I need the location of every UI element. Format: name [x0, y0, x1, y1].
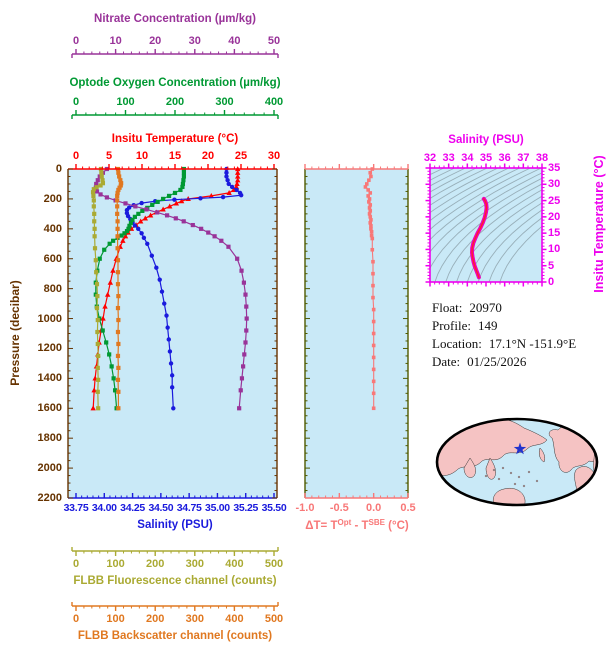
pressure-tick-label: 800: [43, 282, 62, 295]
backscatter-tick-label: 500: [264, 613, 284, 625]
oxygen-tick-label: 0: [72, 96, 80, 108]
nitrate-tick-label: 30: [188, 35, 201, 47]
backscatter-axis-title: FLBB Backscatter channel (counts): [77, 630, 273, 642]
nitrate-tick-label: 40: [228, 35, 241, 47]
fluorescence-axis-title: FLBB Fluorescence channel (counts): [73, 575, 277, 587]
ts-salinity-axis-title: Salinity (PSU): [448, 134, 524, 146]
meta-profile: Profile: 149: [432, 318, 498, 334]
salinity-tick-label: 34.75: [176, 502, 202, 514]
meta-float-label: Float:: [432, 300, 463, 315]
fluorescence-tick-label: 100: [106, 558, 125, 570]
ts-salinity-tick-label: 37: [517, 152, 530, 164]
salinity-tick-label: 34.25: [120, 502, 145, 514]
pressure-tick-label: 600: [43, 252, 62, 265]
ts-temperature-tick-label: 0: [548, 276, 555, 288]
temperature-axis-title: Insitu Temperature (°C): [111, 133, 239, 145]
backscatter-tick-label: 0: [72, 613, 80, 625]
meta-date-label: Date:: [432, 354, 461, 369]
oxygen-tick-label: 300: [215, 96, 234, 108]
salinity-axis-title: Salinity (PSU): [137, 519, 213, 531]
meta-date-value: 01/25/2026: [467, 354, 527, 369]
meta-profile-label: Profile:: [432, 318, 471, 333]
temperature-tick-label: 25: [234, 150, 248, 162]
temperature-tick-label: 5: [105, 150, 113, 162]
fluorescence-tick-label: 0: [72, 558, 80, 570]
ts-salinity-tick-label: 33: [442, 152, 455, 164]
pressure-tick-label: 1200: [37, 342, 62, 355]
meta-float-value: 20970: [469, 300, 502, 315]
ts-temperature-axis-title: Insitu Temperature (°C): [592, 155, 606, 293]
fluorescence-tick-label: 300: [185, 558, 204, 570]
temperature-tick-label: 15: [168, 150, 182, 162]
delta-t-title-pre: ΔT= T: [305, 520, 338, 532]
salinity-tick-label: 35.00: [205, 502, 230, 514]
backscatter-tick-label: 100: [106, 613, 125, 625]
delta-t-tick-label: -1.0: [295, 502, 315, 514]
pressure-tick-label: 1400: [37, 372, 62, 385]
meta-location: Location: 17.1°N -151.9°E: [432, 336, 576, 352]
temperature-tick-label: 20: [201, 150, 215, 162]
delta-t-title-sup-sbe: SBE: [368, 518, 385, 527]
salinity-tick-label: 33.75: [63, 502, 89, 514]
backscatter-tick-label: 300: [185, 613, 204, 625]
delta-t-title-sup-opt: Opt: [337, 518, 352, 527]
salinity-tick-label: 34.00: [91, 502, 117, 514]
ts-temperature-tick-label: 30: [548, 178, 561, 191]
pressure-tick-label: 400: [43, 222, 62, 235]
salinity-tick-label: 35.25: [233, 502, 259, 514]
pressure-tick-label: 2200: [37, 492, 62, 504]
ts-salinity-tick-label: 32: [423, 152, 437, 164]
ts-temperature-tick-label: 20: [548, 210, 561, 223]
ts-temperature-tick-label: 25: [548, 194, 561, 207]
oxygen-tick-label: 100: [116, 96, 135, 108]
nitrate-tick-label: 0: [72, 35, 80, 47]
ts-salinity-tick-label: 36: [498, 152, 511, 164]
meta-location-label: Location:: [432, 336, 482, 351]
ts-temperature-tick-label: 15: [548, 227, 561, 240]
oxygen-tick-label: 200: [165, 96, 185, 108]
nitrate-axis-title: Nitrate Concentration (µm/kg): [94, 13, 256, 25]
meta-location-value: 17.1°N -151.9°E: [488, 336, 577, 351]
delta-t-title-post: (°C): [384, 520, 409, 532]
backscatter-tick-label: 200: [146, 613, 165, 625]
pressure-tick-label: 2000: [37, 462, 62, 475]
meta-float: Float: 20970: [432, 300, 502, 316]
delta-t-tick-label: -0.5: [329, 502, 349, 514]
ts-temperature-tick-label: 5: [548, 259, 555, 272]
salinity-tick-label: 35.50: [261, 502, 287, 514]
nitrate-tick-label: 50: [267, 35, 281, 47]
salinity-tick-label: 34.50: [148, 502, 174, 514]
float-position-star: [513, 442, 527, 455]
ts-salinity-tick-label: 35: [479, 152, 493, 164]
fluorescence-tick-label: 500: [264, 558, 284, 570]
oxygen-tick-label: 400: [264, 96, 284, 108]
ts-temperature-tick-label: 10: [548, 243, 561, 256]
pressure-axis-title: Pressure (decibar): [8, 280, 22, 386]
meta-date: Date: 01/25/2026: [432, 354, 526, 370]
fluorescence-tick-label: 200: [146, 558, 165, 570]
pressure-tick-label: 200: [43, 192, 62, 205]
ts-salinity-tick-label: 38: [535, 152, 549, 164]
temperature-tick-label: 30: [267, 150, 281, 162]
pressure-tick-label: 0: [55, 163, 62, 175]
backscatter-tick-label: 400: [225, 613, 244, 625]
nitrate-tick-label: 10: [109, 35, 122, 47]
oxygen-axis-title: Optode Oxygen Concentration (µm/kg): [69, 77, 281, 89]
delta-t-title-mid: - T: [351, 520, 369, 532]
pressure-tick-label: 1600: [37, 402, 62, 415]
delta-t-tick-label: 0.0: [366, 502, 382, 514]
pressure-tick-label: 1000: [37, 312, 62, 325]
ts-salinity-tick-label: 34: [461, 152, 474, 164]
delta-t-tick-label: 0.5: [400, 502, 416, 514]
temperature-tick-label: 0: [72, 150, 80, 162]
pressure-tick-label: 1800: [37, 432, 62, 445]
temperature-tick-label: 10: [135, 150, 149, 162]
fluorescence-tick-label: 400: [225, 558, 244, 570]
nitrate-tick-label: 20: [149, 35, 162, 47]
ts-temperature-tick-label: 35: [548, 162, 561, 174]
meta-profile-value: 149: [478, 318, 498, 333]
delta-t-axis-title: ΔT= TOpt - TSBE (°C): [305, 518, 408, 532]
